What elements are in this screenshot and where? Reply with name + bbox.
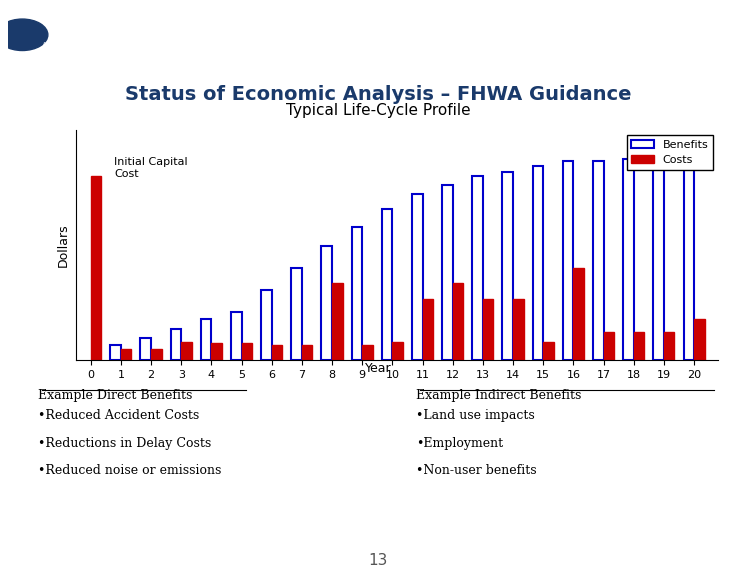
Bar xyxy=(472,176,483,360)
Circle shape xyxy=(0,19,48,51)
Bar xyxy=(562,161,573,360)
Bar xyxy=(503,172,513,360)
Bar xyxy=(423,299,433,360)
Bar xyxy=(453,283,463,360)
Bar xyxy=(412,194,423,360)
Bar xyxy=(362,345,373,360)
Text: •Reduced noise or emissions: •Reduced noise or emissions xyxy=(38,464,222,478)
Text: Nathaniel D. Coley Jr.: Nathaniel D. Coley Jr. xyxy=(609,46,741,58)
Bar xyxy=(141,338,151,360)
Text: •Employment: •Employment xyxy=(416,437,503,450)
Bar xyxy=(694,320,705,360)
Y-axis label: Dollars: Dollars xyxy=(57,223,70,267)
Bar xyxy=(91,176,101,360)
Text: Economic Analysis Tools: Benefit Cost Analysis: Economic Analysis Tools: Benefit Cost An… xyxy=(450,18,741,31)
Bar xyxy=(623,159,634,360)
Bar xyxy=(151,349,162,360)
Text: •Non-user benefits: •Non-user benefits xyxy=(416,464,537,478)
Bar xyxy=(533,166,544,360)
Bar xyxy=(321,246,332,360)
Bar xyxy=(382,209,392,360)
Circle shape xyxy=(0,15,54,55)
Bar xyxy=(483,299,494,360)
Bar xyxy=(171,329,181,360)
Text: •Land use impacts: •Land use impacts xyxy=(416,409,534,422)
Bar xyxy=(201,320,212,360)
Text: Typical Life-Cycle Profile: Typical Life-Cycle Profile xyxy=(286,103,470,118)
Bar xyxy=(653,157,664,360)
Bar xyxy=(231,312,241,360)
Bar xyxy=(181,342,192,360)
Text: •Reductions in Delay Costs: •Reductions in Delay Costs xyxy=(38,437,211,450)
Bar xyxy=(332,283,342,360)
Text: Year: Year xyxy=(364,362,392,375)
Text: US Department of Transportation: US Department of Transportation xyxy=(43,19,160,24)
Bar xyxy=(603,332,614,360)
Text: Example Direct Benefits: Example Direct Benefits xyxy=(38,389,192,402)
Bar xyxy=(593,161,603,360)
Text: •Reduced Accident Costs: •Reduced Accident Costs xyxy=(38,409,199,422)
Bar xyxy=(513,299,524,360)
Text: Status of Economic Analysis – FHWA Guidance: Status of Economic Analysis – FHWA Guida… xyxy=(125,85,631,104)
Bar xyxy=(442,185,453,360)
Text: 13: 13 xyxy=(368,552,388,568)
Bar xyxy=(241,343,252,360)
Bar xyxy=(212,343,222,360)
Bar xyxy=(634,332,644,360)
Bar xyxy=(110,345,121,360)
Legend: Benefits, Costs: Benefits, Costs xyxy=(627,135,713,169)
Text: Example Indirect Benefits: Example Indirect Benefits xyxy=(416,389,581,402)
Bar xyxy=(392,342,403,360)
Bar xyxy=(291,268,302,360)
Bar xyxy=(664,332,674,360)
Bar xyxy=(352,228,362,360)
Bar xyxy=(544,342,554,360)
Bar xyxy=(121,349,132,360)
Text: Federal Highway Administration: Federal Highway Administration xyxy=(43,42,144,47)
Bar xyxy=(271,345,282,360)
Bar xyxy=(261,290,271,360)
Bar xyxy=(573,268,584,360)
Bar xyxy=(683,157,694,360)
Bar xyxy=(302,345,312,360)
Text: Initial Capital
Cost: Initial Capital Cost xyxy=(114,157,187,179)
